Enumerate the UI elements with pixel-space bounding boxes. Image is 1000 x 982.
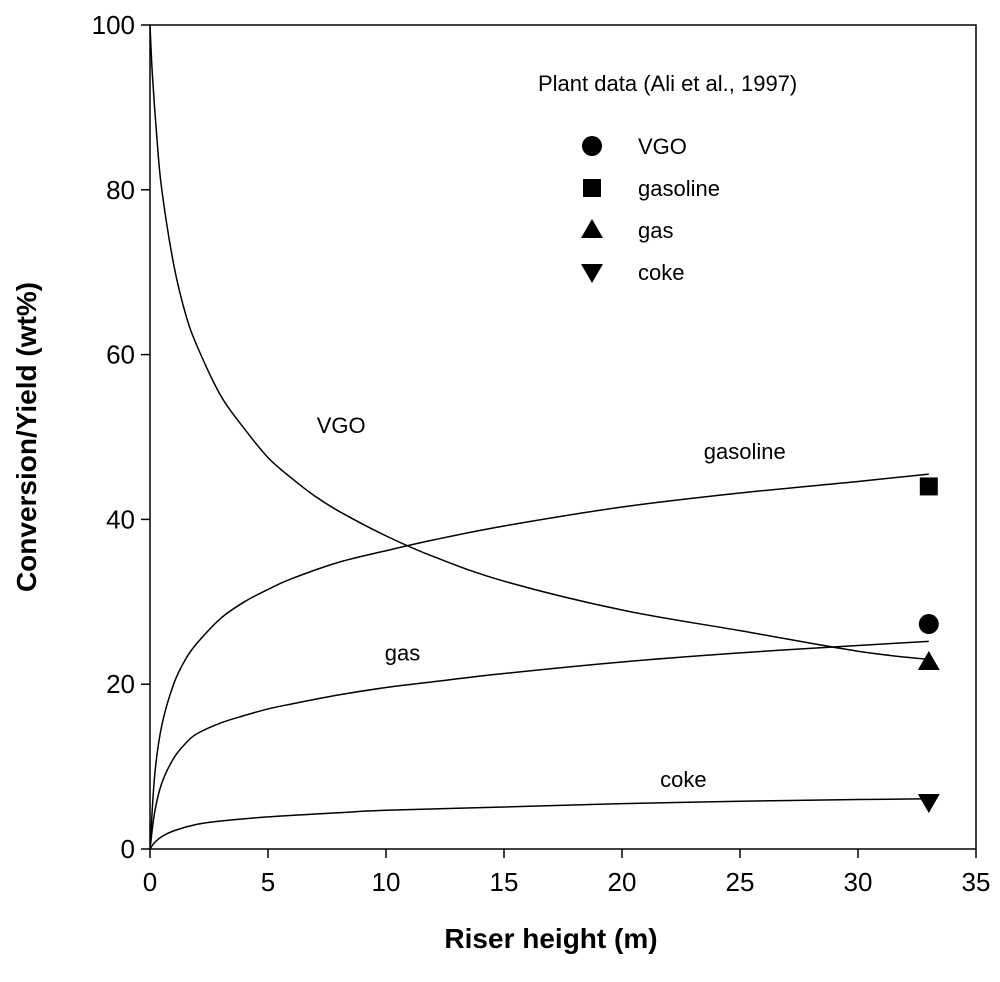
y-tick-label: 60 [106,340,135,370]
y-axis: 0 20 40 60 80 100 [92,10,150,864]
gas-plant-point [918,651,940,670]
model-curves [150,25,929,849]
coke-legend-label: coke [638,260,684,285]
vgo-curve [150,25,929,659]
gas-legend-label: gas [638,218,673,243]
gasoline-legend-marker [583,179,601,197]
coke-plant-point [918,794,940,813]
coke-curve [150,799,929,849]
curve-labels: VGO gasoline gas coke [317,413,786,792]
x-tick-label: 20 [608,867,637,897]
gasoline-plant-point [920,477,938,495]
y-axis-title: Conversion/Yield (wt%) [11,282,42,592]
y-tick-label: 40 [106,504,135,534]
x-tick-label: 5 [261,867,275,897]
plot-area [150,25,976,849]
gasoline-curve-label: gasoline [704,439,786,464]
vgo-curve-label: VGO [317,413,366,438]
legend-title: Plant data (Ali et al., 1997) [538,71,797,96]
plot-frame [150,25,976,849]
y-tick-label: 0 [121,834,135,864]
x-tick-label: 0 [143,867,157,897]
coke-legend-marker [581,264,603,283]
y-tick-label: 80 [106,175,135,205]
x-tick-label: 10 [372,867,401,897]
gas-curve [150,641,929,849]
vgo-plant-point [919,614,939,634]
y-tick-label: 100 [92,10,135,40]
y-tick-label: 20 [106,669,135,699]
gasoline-curve [150,474,929,849]
gasoline-legend-label: gasoline [638,176,720,201]
x-tick-label: 15 [490,867,519,897]
x-tick-label: 30 [844,867,873,897]
x-tick-label: 25 [726,867,755,897]
plant-data-markers [918,477,940,813]
legend: Plant data (Ali et al., 1997) VGO gasolin… [538,71,797,285]
vgo-legend-marker [582,136,602,156]
x-tick-label: 35 [962,867,991,897]
vgo-legend-label: VGO [638,134,687,159]
coke-curve-label: coke [660,767,706,792]
x-axis: 0 5 10 15 20 25 30 35 [143,849,991,897]
x-axis-title: Riser height (m) [444,923,657,954]
gas-legend-marker [581,219,603,238]
gas-curve-label: gas [385,640,420,665]
